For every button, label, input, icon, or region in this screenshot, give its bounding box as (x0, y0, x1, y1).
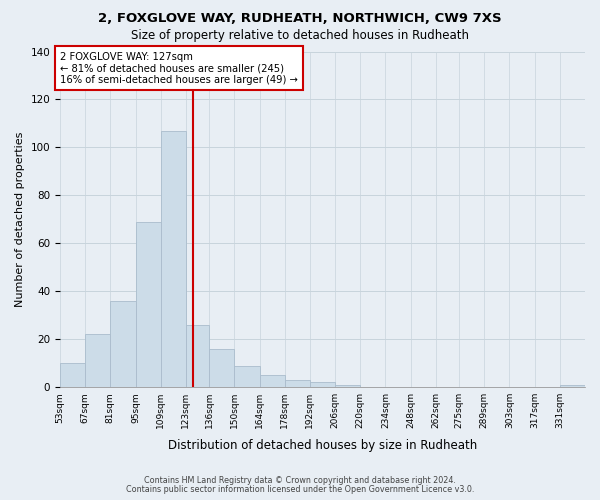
Text: Size of property relative to detached houses in Rudheath: Size of property relative to detached ho… (131, 29, 469, 42)
Bar (161, 130, 186, 387)
Bar (285, 380, 310, 387)
Bar (310, 382, 335, 387)
Text: 2, FOXGLOVE WAY, RUDHEATH, NORTHWICH, CW9 7XS: 2, FOXGLOVE WAY, RUDHEATH, NORTHWICH, CW… (98, 12, 502, 26)
Text: Contains HM Land Registry data © Crown copyright and database right 2024.: Contains HM Land Registry data © Crown c… (144, 476, 456, 485)
Bar (260, 375, 285, 387)
X-axis label: Distribution of detached houses by size in Rudheath: Distribution of detached houses by size … (168, 440, 477, 452)
Text: 2 FOXGLOVE WAY: 127sqm
← 81% of detached houses are smaller (245)
16% of semi-de: 2 FOXGLOVE WAY: 127sqm ← 81% of detached… (60, 52, 298, 84)
Bar (136, 222, 161, 387)
Bar (335, 385, 360, 387)
Bar (110, 301, 136, 387)
Bar (209, 349, 235, 387)
Bar (60, 363, 85, 387)
Bar (85, 334, 110, 387)
Text: Contains public sector information licensed under the Open Government Licence v3: Contains public sector information licen… (126, 484, 474, 494)
Y-axis label: Number of detached properties: Number of detached properties (15, 132, 25, 307)
Bar (186, 325, 209, 387)
Bar (235, 366, 260, 387)
Bar (560, 385, 585, 387)
